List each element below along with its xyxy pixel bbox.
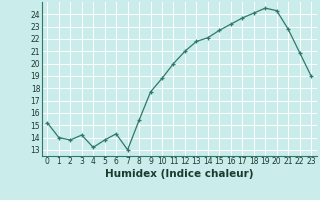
X-axis label: Humidex (Indice chaleur): Humidex (Indice chaleur) bbox=[105, 169, 253, 179]
